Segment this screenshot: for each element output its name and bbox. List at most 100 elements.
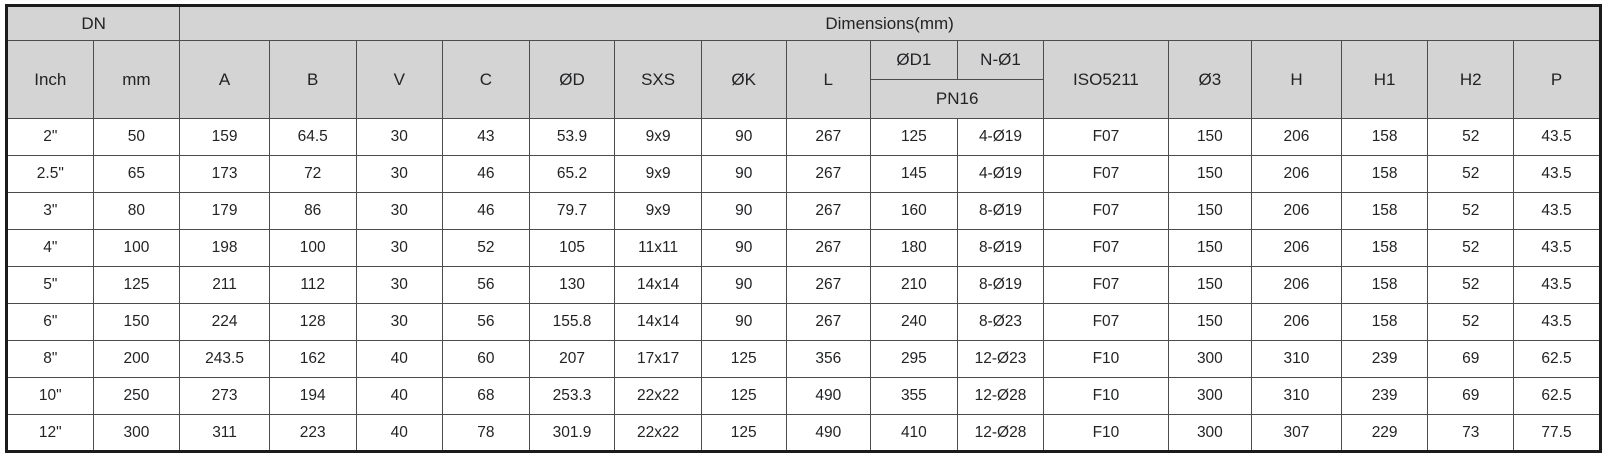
table-cell: 46 bbox=[443, 156, 530, 193]
table-row: 2.5"6517372304665.29x9902671454-Ø19F0715… bbox=[7, 156, 1601, 193]
table-row: 12"3003112234078301.922x2212549041012-Ø2… bbox=[7, 415, 1601, 452]
table-cell: 307 bbox=[1252, 415, 1342, 452]
table-cell: 105 bbox=[529, 230, 615, 267]
header-col-iso5211: ISO5211 bbox=[1044, 41, 1168, 119]
table-cell: 12-Ø28 bbox=[957, 415, 1044, 452]
header-col-mm: mm bbox=[93, 41, 180, 119]
table-cell: 56 bbox=[443, 304, 530, 341]
table-cell: 12-Ø23 bbox=[957, 341, 1044, 378]
table-cell: 310 bbox=[1252, 341, 1342, 378]
table-cell: 6" bbox=[7, 304, 94, 341]
table-cell: 158 bbox=[1341, 119, 1428, 156]
table-cell: 10" bbox=[7, 378, 94, 415]
table-cell: 79.7 bbox=[529, 193, 615, 230]
table-cell: 206 bbox=[1252, 230, 1342, 267]
table-cell: 145 bbox=[871, 156, 958, 193]
table-cell: 9x9 bbox=[615, 156, 702, 193]
table-cell: 211 bbox=[180, 267, 270, 304]
header-columns-row: Inch mm A B V C ØD SXS ØK L ØD1 N-Ø1 ISO… bbox=[7, 41, 1601, 80]
table-cell: 179 bbox=[180, 193, 270, 230]
table-cell: 2.5" bbox=[7, 156, 94, 193]
table-row: 8"200243.5162406020717x1712535629512-Ø23… bbox=[7, 341, 1601, 378]
table-cell: 206 bbox=[1252, 156, 1342, 193]
table-cell: 301.9 bbox=[529, 415, 615, 452]
table-cell: 128 bbox=[269, 304, 356, 341]
table-cell: 30 bbox=[356, 119, 443, 156]
table-cell: 56 bbox=[443, 267, 530, 304]
header-pn16: PN16 bbox=[871, 80, 1044, 119]
table-cell: 158 bbox=[1341, 193, 1428, 230]
table-cell: 160 bbox=[871, 193, 958, 230]
table-cell: 43 bbox=[443, 119, 530, 156]
table-cell: 125 bbox=[93, 267, 180, 304]
table-row: 3"8017986304679.79x9902671608-Ø19F071502… bbox=[7, 193, 1601, 230]
table-cell: F07 bbox=[1044, 267, 1168, 304]
table-cell: 300 bbox=[1168, 378, 1252, 415]
table-cell: 90 bbox=[701, 193, 786, 230]
table-cell: 52 bbox=[1428, 119, 1514, 156]
table-cell: 206 bbox=[1252, 193, 1342, 230]
table-cell: 112 bbox=[269, 267, 356, 304]
table-cell: 150 bbox=[1168, 230, 1252, 267]
table-cell: 158 bbox=[1341, 304, 1428, 341]
table-cell: 52 bbox=[443, 230, 530, 267]
table-cell: 159 bbox=[180, 119, 270, 156]
table-cell: 8-Ø19 bbox=[957, 230, 1044, 267]
table-cell: 43.5 bbox=[1514, 304, 1601, 341]
table-cell: 90 bbox=[701, 119, 786, 156]
page-canvas: DN Dimensions(mm) Inch mm A B V C ØD SXS… bbox=[0, 0, 1607, 460]
table-cell: 4-Ø19 bbox=[957, 156, 1044, 193]
table-cell: 12" bbox=[7, 415, 94, 452]
table-cell: 12-Ø28 bbox=[957, 378, 1044, 415]
table-cell: F10 bbox=[1044, 415, 1168, 452]
table-cell: 355 bbox=[871, 378, 958, 415]
table-cell: 224 bbox=[180, 304, 270, 341]
header-col-od1: ØD1 bbox=[871, 41, 958, 80]
table-cell: 125 bbox=[701, 378, 786, 415]
table-cell: 210 bbox=[871, 267, 958, 304]
table-cell: 158 bbox=[1341, 267, 1428, 304]
table-cell: F07 bbox=[1044, 156, 1168, 193]
table-cell: 40 bbox=[356, 341, 443, 378]
table-cell: 150 bbox=[1168, 119, 1252, 156]
table-cell: 53.9 bbox=[529, 119, 615, 156]
table-cell: 239 bbox=[1341, 341, 1428, 378]
table-cell: 30 bbox=[356, 156, 443, 193]
table-cell: 206 bbox=[1252, 119, 1342, 156]
table-cell: 300 bbox=[1168, 415, 1252, 452]
table-cell: 310 bbox=[1252, 378, 1342, 415]
table-cell: 158 bbox=[1341, 156, 1428, 193]
table-cell: 11x11 bbox=[615, 230, 702, 267]
table-cell: 43.5 bbox=[1514, 119, 1601, 156]
table-cell: 150 bbox=[1168, 267, 1252, 304]
table-cell: 223 bbox=[269, 415, 356, 452]
table-cell: 150 bbox=[1168, 304, 1252, 341]
table-cell: 14x14 bbox=[615, 304, 702, 341]
header-col-inch: Inch bbox=[7, 41, 94, 119]
table-cell: 30 bbox=[356, 193, 443, 230]
table-cell: 267 bbox=[786, 304, 871, 341]
header-col-v: V bbox=[356, 41, 443, 119]
table-cell: 300 bbox=[93, 415, 180, 452]
table-cell: 65.2 bbox=[529, 156, 615, 193]
table-cell: 8-Ø19 bbox=[957, 267, 1044, 304]
table-cell: 22x22 bbox=[615, 415, 702, 452]
table-cell: 8-Ø23 bbox=[957, 304, 1044, 341]
table-cell: 490 bbox=[786, 378, 871, 415]
header-col-o3: Ø3 bbox=[1168, 41, 1252, 119]
table-row: 2"5015964.5304353.99x9902671254-Ø19F0715… bbox=[7, 119, 1601, 156]
table-cell: 22x22 bbox=[615, 378, 702, 415]
table-cell: 200 bbox=[93, 341, 180, 378]
table-cell: 150 bbox=[1168, 156, 1252, 193]
table-cell: 62.5 bbox=[1514, 378, 1601, 415]
table-cell: 40 bbox=[356, 378, 443, 415]
table-cell: F07 bbox=[1044, 230, 1168, 267]
header-col-p: P bbox=[1514, 41, 1601, 119]
table-cell: 65 bbox=[93, 156, 180, 193]
table-cell: 62.5 bbox=[1514, 341, 1601, 378]
table-cell: 8" bbox=[7, 341, 94, 378]
header-col-od: ØD bbox=[529, 41, 615, 119]
table-cell: 194 bbox=[269, 378, 356, 415]
table-cell: 60 bbox=[443, 341, 530, 378]
table-cell: F07 bbox=[1044, 119, 1168, 156]
